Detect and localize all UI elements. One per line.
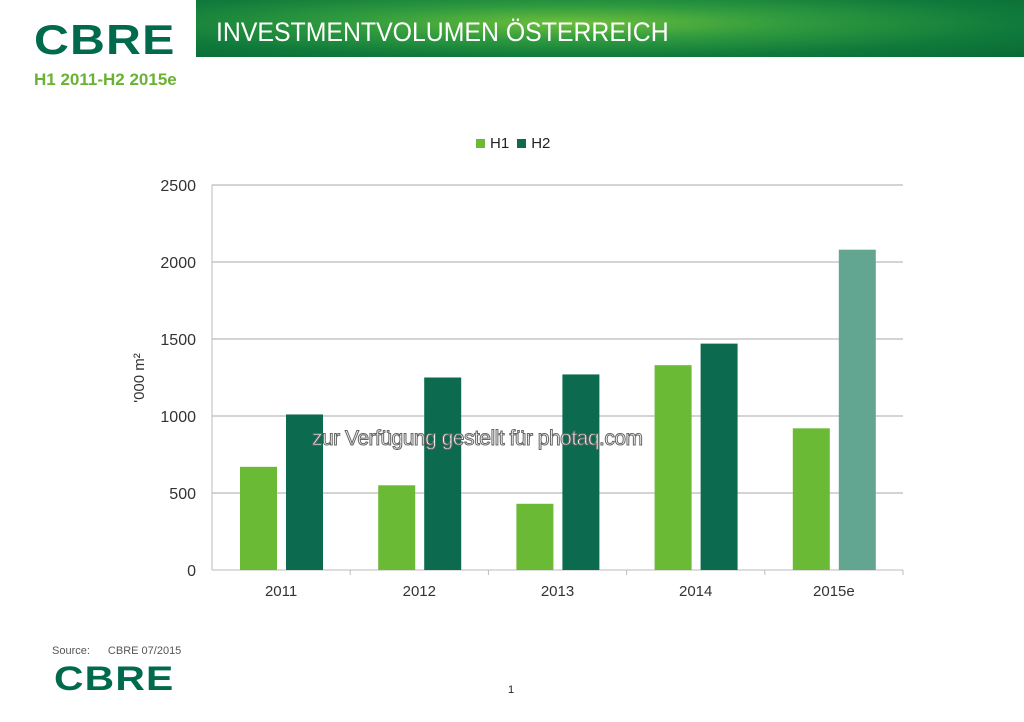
- bar-h2-2012: [424, 377, 462, 570]
- y-tick-label: 500: [169, 486, 196, 503]
- bar-h2-2011: [286, 414, 323, 570]
- y-tick-label: 1500: [160, 332, 196, 349]
- page-title: INVESTMENTVOLUMEN ÖSTERREICH: [216, 17, 669, 47]
- watermark: zur Verfügung gestellt für photaq.com: [312, 427, 644, 451]
- bar-h1-2014: [654, 365, 692, 570]
- x-tick-label: 2013: [541, 583, 574, 600]
- legend-item-h2: H2: [517, 135, 550, 152]
- chart-legend: H1 H2: [476, 135, 550, 152]
- title-banner: INVESTMENTVOLUMEN ÖSTERREICH: [196, 0, 1024, 57]
- source-value: CBRE 07/2015: [107, 645, 182, 657]
- bar-h2-2014: [700, 343, 738, 570]
- cbre-logo: CBRE: [34, 16, 176, 63]
- x-tick-label: 2011: [265, 583, 297, 600]
- y-tick-label: 2500: [160, 178, 196, 195]
- y-tick-label: 2000: [160, 255, 196, 272]
- source-note: Source: CBRE 07/2015: [52, 645, 199, 657]
- cbre-logo-footer: CBRE: [54, 660, 175, 698]
- y-axis-label: '000 m²: [131, 353, 148, 403]
- page-number: 1: [508, 684, 515, 696]
- source-label: Source:: [52, 645, 90, 657]
- bar-h1-2015e: [792, 428, 830, 570]
- bar-h1-2011: [240, 466, 277, 570]
- bar-h1-2012: [378, 485, 416, 570]
- legend-label-h1: H1: [490, 135, 510, 152]
- bar-h2-2013: [562, 374, 600, 570]
- legend-item-h1: H1: [476, 135, 509, 152]
- bar-h2-2015e: [838, 249, 876, 570]
- page-subtitle: H1 2011-H2 2015e: [34, 70, 177, 89]
- bar-h1-2013: [516, 503, 554, 570]
- x-tick-label: 2014: [679, 583, 712, 600]
- y-tick-label: 1000: [160, 409, 196, 426]
- x-tick-label: 2015e: [813, 583, 855, 600]
- legend-label-h2: H2: [531, 135, 551, 152]
- x-tick-label: 2012: [403, 583, 436, 600]
- y-tick-label: 0: [187, 563, 196, 580]
